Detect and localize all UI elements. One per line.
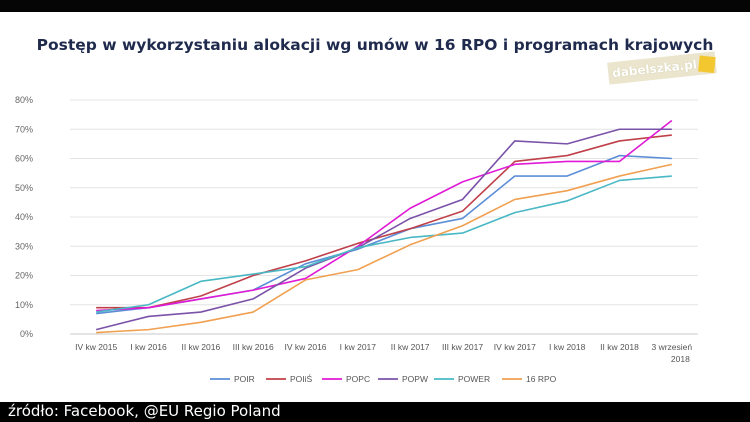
- x-tick-label: I kw 2017: [340, 342, 377, 352]
- x-tick-label: III kw 2016: [233, 342, 274, 352]
- legend-label: 16 RPO: [526, 374, 557, 384]
- x-tick-label: I kw 2018: [549, 342, 586, 352]
- legend-label: POPW: [402, 374, 428, 384]
- y-tick-label: 60%: [15, 154, 33, 164]
- chart-slide: Postęp w wykorzystaniu alokacji wg umów …: [0, 12, 750, 402]
- x-tick-label: 3 wrzesień: [652, 342, 693, 352]
- x-tick-label: II kw 2017: [391, 342, 430, 352]
- y-tick-label: 10%: [15, 300, 33, 310]
- x-tick-label: IV kw 2017: [494, 342, 536, 352]
- x-tick-label: 2018: [671, 354, 690, 364]
- legend-label: POWER: [458, 374, 490, 384]
- y-tick-label: 30%: [15, 241, 33, 251]
- y-tick-label: 20%: [15, 271, 33, 281]
- x-tick-label: I kw 2016: [130, 342, 167, 352]
- x-tick-label: IV kw 2016: [284, 342, 326, 352]
- x-tick-label: IV kw 2015: [75, 342, 117, 352]
- legend-label: POPC: [346, 374, 370, 384]
- top-black-bar: [0, 0, 750, 12]
- legend-label: POIiŚ: [290, 373, 313, 384]
- y-tick-label: 50%: [15, 183, 33, 193]
- x-tick-label: II kw 2018: [600, 342, 639, 352]
- y-tick-label: 40%: [15, 212, 33, 222]
- series-line-power: [96, 175, 672, 313]
- chart-title: Postęp w wykorzystaniu alokacji wg umów …: [36, 36, 714, 54]
- x-tick-label: III kw 2017: [442, 342, 483, 352]
- line-chart: 0% 10% 20% 30% 40% 50% 60% 70% 80% IV kw 2015 I k…: [15, 95, 698, 384]
- x-tick-label: II kw 2016: [181, 342, 220, 352]
- y-tick-label: 0%: [20, 329, 33, 339]
- y-tick-label: 80%: [15, 95, 33, 105]
- legend-label: POIR: [234, 374, 255, 384]
- series-line-popw: [95, 128, 672, 331]
- series-line-16-rpo: [96, 163, 673, 334]
- series-line-popc: [96, 119, 673, 312]
- y-tick-label: 70%: [15, 124, 33, 134]
- series-line-poiiś: [96, 134, 672, 309]
- source-caption: źródło: Facebook, @EU Regio Poland: [8, 402, 281, 420]
